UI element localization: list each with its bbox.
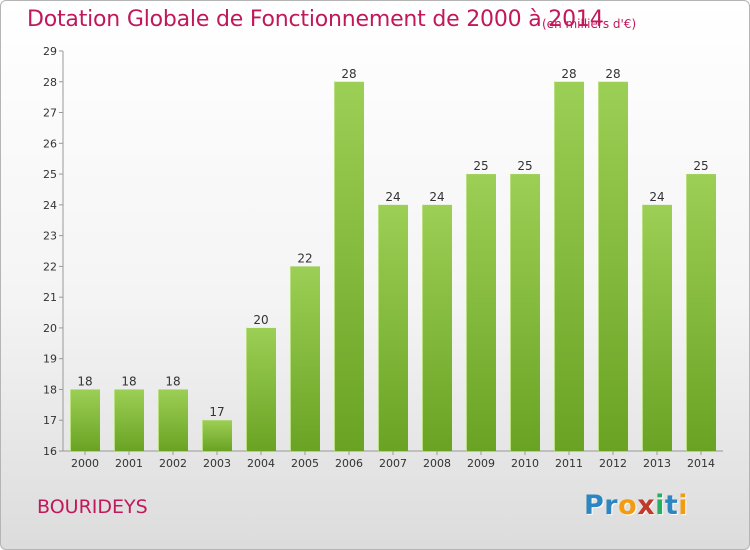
x-tick-label: 2004 — [247, 457, 275, 470]
bar-2003 — [202, 420, 232, 451]
y-tick-label: 18 — [43, 383, 57, 396]
x-tick-label: 2005 — [291, 457, 319, 470]
chart-title: Dotation Globale de Fonctionnement de 20… — [27, 7, 604, 32]
bar-2001 — [114, 389, 144, 451]
value-label: 28 — [605, 67, 620, 81]
axes: 16 17 18 19 20 21 22 23 24 25 26 27 28 29 — [43, 45, 723, 458]
value-label: 28 — [561, 67, 576, 81]
y-tick-label: 25 — [43, 168, 57, 181]
value-label: 18 — [121, 374, 136, 388]
y-tick-label: 23 — [43, 230, 57, 243]
x-tick-label: 2006 — [335, 457, 363, 470]
logo-letter: x — [637, 490, 656, 521]
bar-2014 — [686, 174, 716, 452]
bar-2006 — [334, 81, 364, 452]
y-tick-label: 17 — [43, 414, 57, 427]
value-label: 24 — [429, 190, 444, 204]
bar-2002 — [158, 389, 188, 451]
y-tick-label: 29 — [43, 45, 57, 58]
logo-letter: i — [678, 490, 689, 521]
bar-2009 — [466, 174, 496, 452]
x-tick-label: 2000 — [71, 457, 99, 470]
proxiti-logo: Proxiti — [584, 490, 688, 521]
bar-2007 — [378, 204, 408, 451]
logo-letter: P — [584, 490, 605, 521]
y-tick-label: 22 — [43, 260, 57, 273]
value-label: 18 — [165, 374, 180, 388]
value-label: 24 — [649, 190, 664, 204]
value-label: 17 — [209, 405, 224, 419]
commune-name: BOURIDEYS — [37, 496, 148, 518]
logo-letter: i — [655, 490, 665, 521]
bar-2011 — [554, 81, 584, 452]
value-label: 25 — [693, 159, 708, 173]
x-tick-label: 2003 — [203, 457, 231, 470]
bar-2000 — [70, 389, 100, 451]
x-tick-label: 2014 — [687, 457, 715, 470]
x-tick-label: 2012 — [599, 457, 627, 470]
bar-2008 — [422, 204, 452, 451]
value-label: 28 — [341, 67, 356, 81]
logo-letter: o — [618, 490, 638, 521]
bar-2010 — [510, 174, 540, 452]
bars — [70, 81, 716, 452]
x-tick-label: 2013 — [643, 457, 671, 470]
value-label: 25 — [473, 159, 488, 173]
x-tick-label: 2009 — [467, 457, 495, 470]
y-tick-label: 28 — [43, 76, 57, 89]
x-tick-label: 2011 — [555, 457, 583, 470]
labels: 2000 18 2001 18 2002 18 2003 17 2004 20 2005 22 2006… — [71, 67, 715, 470]
y-tick-label: 21 — [43, 291, 57, 304]
x-tick-label: 2007 — [379, 457, 407, 470]
value-label: 25 — [517, 159, 532, 173]
chart-subtitle: (en milliers d'€) — [542, 17, 637, 31]
x-tick-label: 2002 — [159, 457, 187, 470]
value-label: 20 — [253, 313, 268, 327]
y-tick-label: 20 — [43, 322, 57, 335]
logo-letter: t — [664, 490, 679, 521]
value-label: 22 — [297, 251, 312, 265]
value-label: 18 — [77, 374, 92, 388]
value-label: 24 — [385, 190, 400, 204]
x-tick-label: 2008 — [423, 457, 451, 470]
y-tick-label: 26 — [43, 137, 57, 150]
y-tick-label: 16 — [43, 445, 57, 458]
y-tick-label: 19 — [43, 353, 57, 366]
y-tick-label: 27 — [43, 107, 57, 120]
bar-2012 — [598, 81, 628, 452]
bar-2004 — [246, 327, 276, 451]
y-tick-label: 24 — [43, 199, 57, 212]
x-tick-label: 2001 — [115, 457, 143, 470]
bar-2005 — [290, 266, 320, 451]
x-tick-label: 2010 — [511, 457, 539, 470]
bar-2013 — [642, 204, 672, 451]
logo-letter: r — [604, 490, 619, 521]
